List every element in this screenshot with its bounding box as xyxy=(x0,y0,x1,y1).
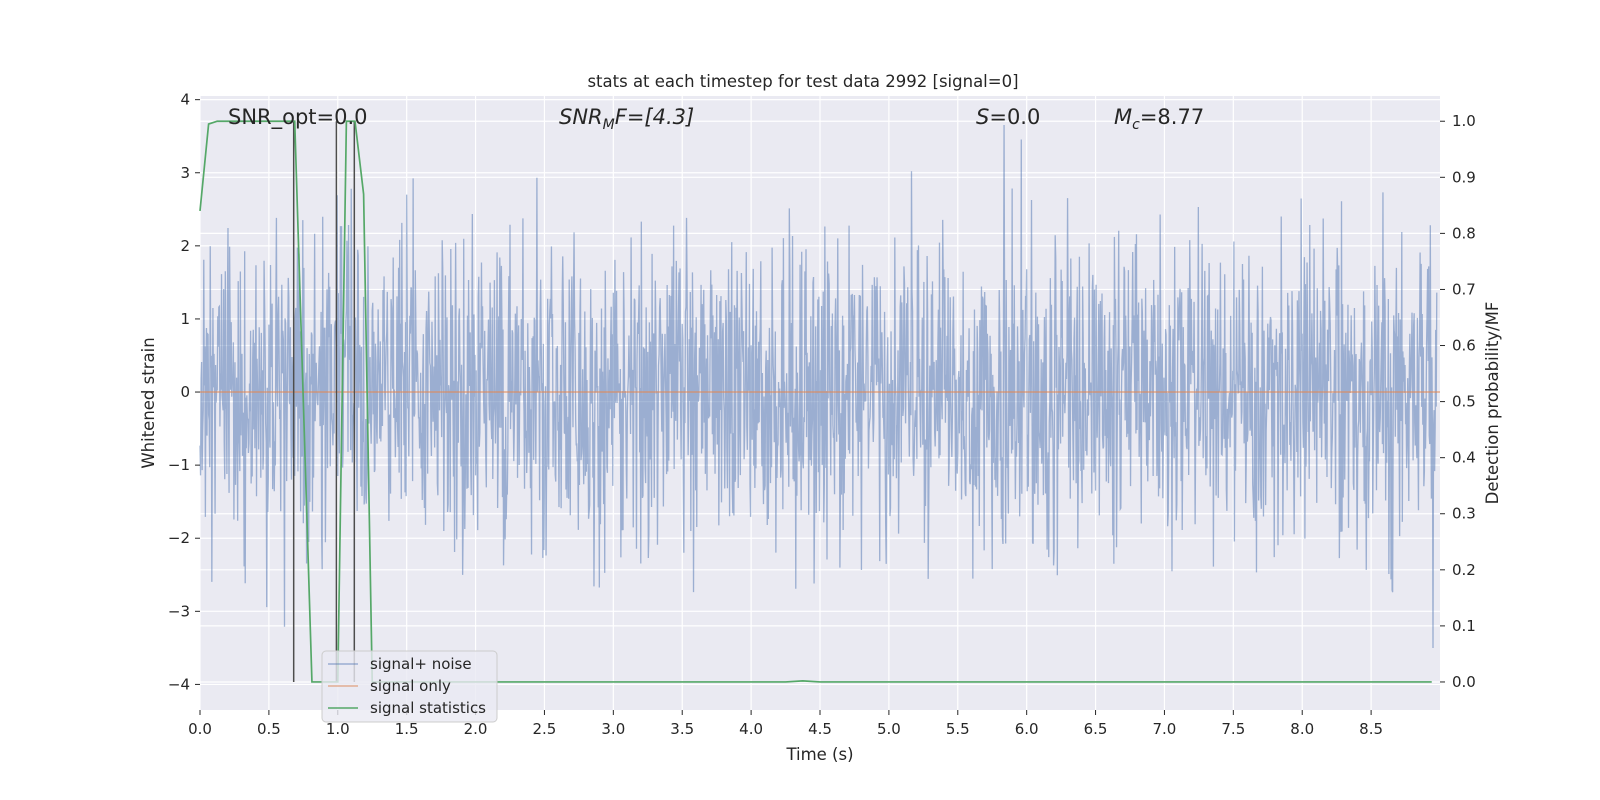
legend-label-signal-noise: signal+ noise xyxy=(370,655,472,673)
x-tick-label: 0.0 xyxy=(188,720,212,738)
y2-axis-label: Detection probability/MF xyxy=(1483,302,1502,505)
y-tick-label: −1 xyxy=(168,456,190,474)
x-tick-label: 3.5 xyxy=(670,720,694,738)
y-axis-ticks: −4 −3 −2 −1 0 1 2 3 4 xyxy=(168,91,200,693)
legend: signal+ noise signal only signal statist… xyxy=(321,650,498,723)
y2-tick-label: 0.0 xyxy=(1452,673,1476,691)
y-tick-label: −3 xyxy=(168,602,190,620)
x-tick-label: 6.0 xyxy=(1015,720,1039,738)
x-axis-label: Time (s) xyxy=(785,745,853,764)
x-tick-label: 1.0 xyxy=(326,720,350,738)
x-tick-label: 7.5 xyxy=(1221,720,1245,738)
y2-tick-label: 0.5 xyxy=(1452,393,1476,411)
annotation-mc-main: M xyxy=(1114,105,1132,129)
chart-title: stats at each timestep for test data 299… xyxy=(587,72,1018,91)
vertical-markers xyxy=(292,121,356,682)
y2-tick-label: 0.6 xyxy=(1452,337,1476,355)
legend-label-signal-only: signal only xyxy=(370,677,451,695)
y2-tick-label: 0.7 xyxy=(1452,280,1476,298)
annotation-snr-mf-sub: M xyxy=(603,117,615,133)
annotation-snr-mf-rest: F=[4.3] xyxy=(615,105,694,129)
x-tick-label: 5.5 xyxy=(946,720,970,738)
x-axis-ticks: 0.0 0.5 1.0 1.5 2.0 2.5 3.0 3.5 4.0 4.5 5.0 5.5 6.0 6… xyxy=(188,710,1383,738)
x-tick-label: 6.5 xyxy=(1084,720,1108,738)
annotation-s: S=0.0 xyxy=(976,105,1040,129)
x-tick-label: 2.5 xyxy=(533,720,557,738)
y2-tick-label: 1.0 xyxy=(1452,112,1476,130)
y-tick-label: 4 xyxy=(180,91,190,109)
legend-frame xyxy=(321,650,498,723)
y2-tick-label: 0.2 xyxy=(1452,561,1476,579)
series-line-signal-noise xyxy=(199,125,1438,648)
x-tick-label: 4.5 xyxy=(808,720,832,738)
x-tick-label: 5.0 xyxy=(877,720,901,738)
x-tick-label: 3.0 xyxy=(601,720,625,738)
y-tick-label: −4 xyxy=(168,675,190,693)
x-tick-label: 7.0 xyxy=(1153,720,1177,738)
y2-tick-label: 0.8 xyxy=(1452,224,1476,242)
legend-label-signal-statistics: signal statistics xyxy=(370,699,486,717)
signal-noise-series xyxy=(199,125,1438,648)
x-tick-label: 2.0 xyxy=(464,720,488,738)
annotation-snr-mf: SNRMF=[4.3] xyxy=(559,105,694,133)
annotation-snr-opt: SNR_opt=0.0 xyxy=(228,105,368,130)
annotation-s-main: S xyxy=(976,105,989,129)
series-line-signal-statistics xyxy=(199,120,1432,683)
y-axis-label: Whitened strain xyxy=(139,337,158,468)
y-tick-label: −2 xyxy=(168,529,190,547)
x-tick-label: 8.0 xyxy=(1290,720,1314,738)
y-tick-label: 2 xyxy=(180,237,190,255)
y-tick-label: 3 xyxy=(180,164,190,182)
x-tick-label: 4.0 xyxy=(739,720,763,738)
annotation-mc-rest: =8.77 xyxy=(1140,105,1204,129)
x-tick-label: 8.5 xyxy=(1359,720,1383,738)
y2-tick-label: 0.1 xyxy=(1452,617,1476,635)
annotation-mc: Mc=8.77 xyxy=(1114,105,1204,133)
y-tick-label: 0 xyxy=(180,383,190,401)
y-tick-label: 1 xyxy=(180,310,190,328)
signal-statistics-series xyxy=(199,120,1432,683)
annotation-s-rest: =0.0 xyxy=(989,105,1040,129)
annotation-snr-mf-main: SNR xyxy=(559,105,603,129)
annotation-mc-sub: c xyxy=(1132,117,1140,133)
y2-axis-ticks: 0.0 0.1 0.2 0.3 0.4 0.5 0.6 0.7 0.8 0.9 1.0 xyxy=(1440,112,1476,691)
y2-tick-label: 0.4 xyxy=(1452,449,1476,467)
x-tick-label: 1.5 xyxy=(395,720,419,738)
y2-tick-label: 0.3 xyxy=(1452,505,1476,523)
y2-tick-label: 0.9 xyxy=(1452,168,1476,186)
x-tick-label: 0.5 xyxy=(257,720,281,738)
